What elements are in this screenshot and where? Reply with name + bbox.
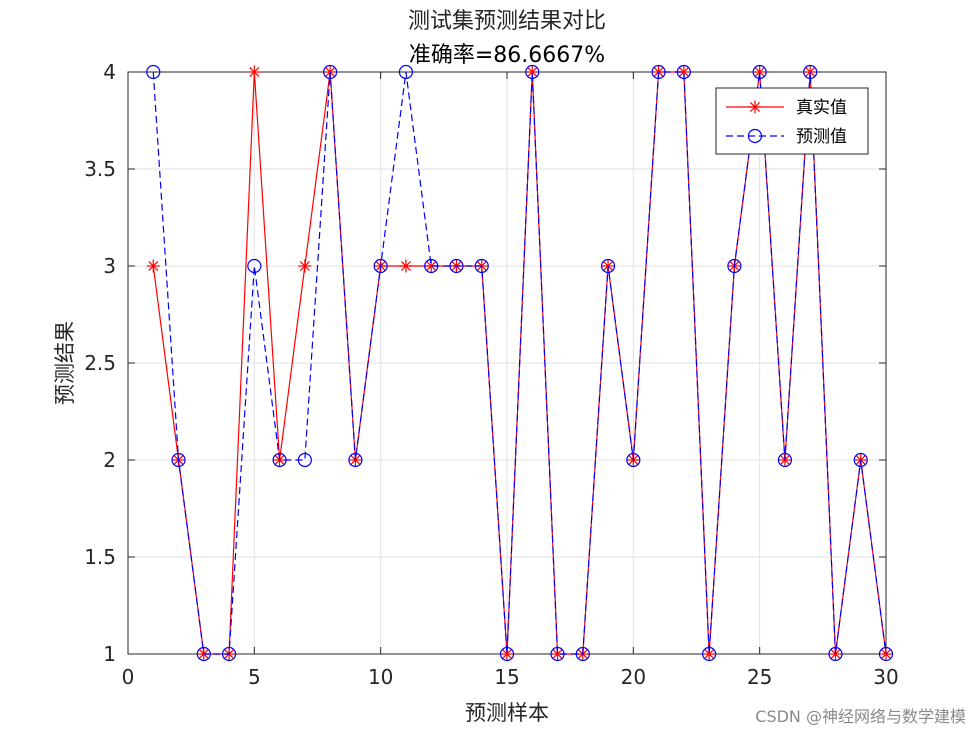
series-2-marker (247, 258, 262, 274)
series-2-marker (752, 64, 767, 80)
series-1-marker (247, 65, 261, 79)
series (146, 64, 894, 662)
y-tick-label: 2.5 (84, 351, 116, 375)
series-2-marker (499, 646, 515, 662)
series-2-marker (878, 646, 894, 662)
series-2-line (152, 71, 887, 655)
series-2-marker (702, 646, 717, 662)
x-tick-label: 5 (248, 665, 261, 689)
series-2-marker (777, 452, 793, 468)
series-2-marker (676, 64, 691, 80)
series-2-marker (550, 646, 565, 662)
series-1-marker (702, 647, 716, 661)
legend-marker (748, 100, 762, 114)
y-axis-label: 预测结果 (53, 321, 77, 405)
y-tick-label: 2 (103, 448, 116, 472)
x-tick-label: 0 (122, 665, 135, 689)
series-1-marker (146, 259, 160, 273)
x-tick-label: 20 (621, 665, 646, 689)
legend-item: 真实值 (726, 98, 847, 118)
y-tick-label: 1 (103, 642, 116, 666)
series-2-marker (575, 646, 590, 662)
x-axis-label: 预测样本 (465, 701, 549, 725)
series-2-marker (146, 64, 161, 80)
series-2-marker (803, 64, 818, 80)
series-2-marker (626, 452, 641, 468)
legend-label: 真实值 (796, 98, 847, 118)
series-2-marker (449, 258, 464, 274)
chart-subtitle: 准确率=86.6667% (409, 43, 605, 68)
series-2-marker (297, 452, 312, 468)
watermark: CSDN @神经网络与数学建模 (755, 707, 966, 726)
legend-box (715, 87, 869, 155)
x-tick-label: 15 (494, 665, 519, 689)
series-2-marker (323, 64, 338, 80)
series-2-marker (398, 64, 414, 80)
series-2-marker (828, 646, 843, 662)
series-2-marker (727, 258, 742, 274)
y-tick-label: 3.5 (84, 157, 116, 181)
x-tick-label: 25 (747, 665, 772, 689)
legend-item: 预测值 (726, 127, 847, 147)
series-1-marker (298, 259, 312, 273)
x-tick-label: 10 (368, 665, 393, 689)
series-2-marker (221, 646, 237, 662)
series-1-marker (399, 259, 413, 273)
series-1-marker (500, 647, 514, 661)
y-tick-label: 1.5 (84, 545, 116, 569)
series-2 (146, 64, 894, 662)
series-2-marker (171, 452, 186, 468)
series-2-marker (474, 258, 489, 274)
series-2-marker (525, 64, 540, 80)
x-tick-label: 30 (873, 665, 898, 689)
chart-title: 测试集预测结果对比 (408, 9, 606, 34)
legend-label: 预测值 (796, 127, 847, 147)
legend-marker (747, 128, 763, 144)
series-2-marker (373, 258, 388, 274)
series-2-marker (853, 452, 868, 468)
series-2-marker (651, 64, 666, 80)
series-2-marker (272, 452, 287, 468)
y-tick-label: 3 (103, 254, 116, 278)
series-2-marker (348, 452, 363, 468)
series-2-marker (196, 646, 211, 662)
series-2-marker (600, 258, 616, 274)
series-2-marker (424, 258, 439, 274)
axis-ticks: 0 5 10 15 20 25 30 1 1.5 2 2.5 3 3.5 4 (84, 60, 899, 689)
y-tick-label: 4 (103, 60, 116, 84)
